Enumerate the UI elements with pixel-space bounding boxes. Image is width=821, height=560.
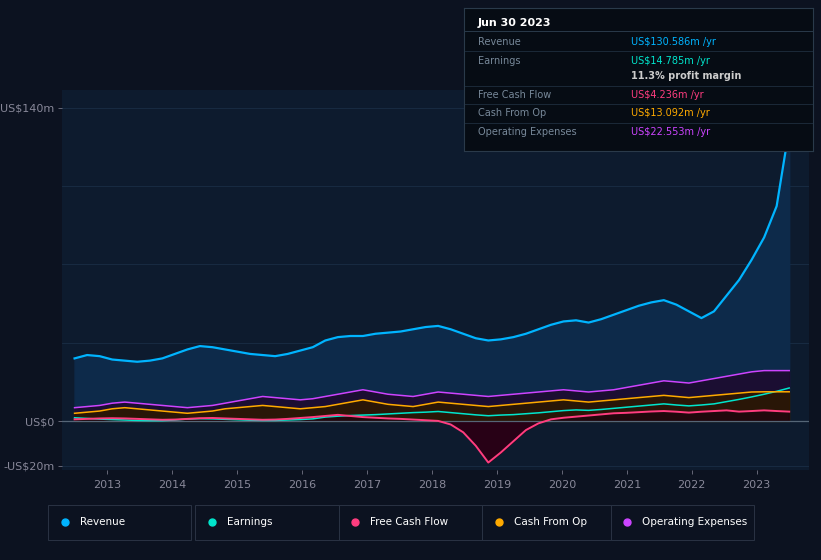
FancyBboxPatch shape (482, 505, 626, 540)
FancyBboxPatch shape (611, 505, 754, 540)
Text: Revenue: Revenue (478, 37, 521, 47)
Text: US$4.236m /yr: US$4.236m /yr (631, 90, 704, 100)
Text: Free Cash Flow: Free Cash Flow (478, 90, 551, 100)
Text: Free Cash Flow: Free Cash Flow (370, 517, 448, 527)
Text: US$13.092m /yr: US$13.092m /yr (631, 109, 710, 118)
Text: US$22.553m /yr: US$22.553m /yr (631, 127, 710, 137)
Text: Earnings: Earnings (227, 517, 273, 527)
Text: Earnings: Earnings (478, 55, 521, 66)
Text: 11.3% profit margin: 11.3% profit margin (631, 71, 741, 81)
Text: Operating Expenses: Operating Expenses (478, 127, 576, 137)
Text: Jun 30 2023: Jun 30 2023 (478, 18, 552, 29)
Text: Cash From Op: Cash From Op (478, 109, 546, 118)
FancyBboxPatch shape (339, 505, 482, 540)
FancyBboxPatch shape (195, 505, 339, 540)
Text: Cash From Op: Cash From Op (514, 517, 587, 527)
Text: US$130.586m /yr: US$130.586m /yr (631, 37, 716, 47)
Text: Revenue: Revenue (80, 517, 125, 527)
Text: US$14.785m /yr: US$14.785m /yr (631, 55, 710, 66)
FancyBboxPatch shape (48, 505, 191, 540)
Text: Operating Expenses: Operating Expenses (642, 517, 748, 527)
